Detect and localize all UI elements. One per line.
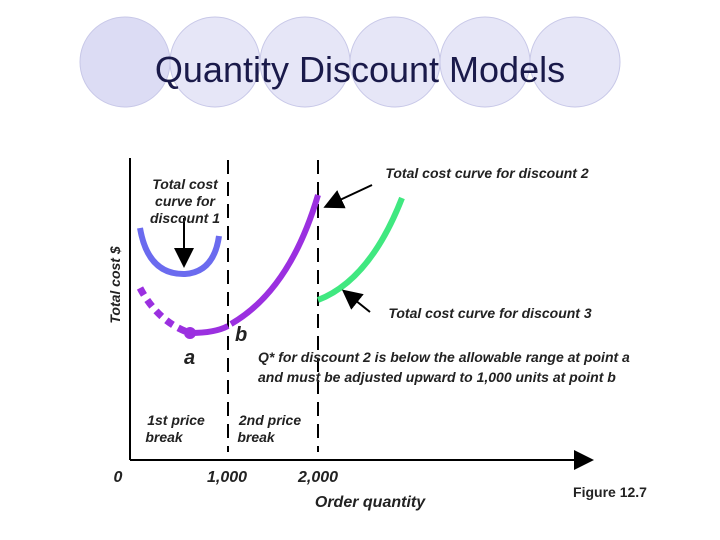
title: Quantity Discount Models xyxy=(155,49,565,90)
x-axis-label: Order quantity xyxy=(315,494,426,511)
point-b-label: b xyxy=(235,324,247,346)
arrows xyxy=(174,184,373,313)
note: and must be adjusted upward to 1,000 uni… xyxy=(258,369,616,385)
curve-discount-1 xyxy=(137,227,222,278)
label-discount-3: Total cost curve for discount 3 xyxy=(388,305,592,321)
curve-discount-2-dashed xyxy=(136,286,192,337)
note: Q* for discount 2 is below the allowable… xyxy=(258,349,630,365)
label-discount-2: Total cost curve for discount 2 xyxy=(385,165,589,181)
label-discount-1: discount 1 xyxy=(150,210,220,226)
price-break-2: break xyxy=(237,429,276,445)
figure-label: Figure 12.7 xyxy=(573,484,647,500)
point-a xyxy=(184,327,196,339)
x-tick-label: 1,000 xyxy=(207,469,247,486)
price-break-1: break xyxy=(145,429,184,445)
price-break-2: 2nd price xyxy=(238,412,301,428)
label-discount-1: Total cost xyxy=(152,176,219,192)
x-tick-label: 2,000 xyxy=(297,469,338,486)
x-tick-label: 0 xyxy=(114,469,123,486)
y-axis-label: Total cost $ xyxy=(107,246,123,323)
curve-discount-3 xyxy=(316,196,405,303)
point-a-label: a xyxy=(184,347,195,369)
curve-discount-2 xyxy=(229,194,321,327)
axes xyxy=(129,158,594,470)
price-break-1: 1st price xyxy=(147,412,205,428)
decor-circles xyxy=(79,16,621,108)
label-discount-1: curve for xyxy=(155,193,216,209)
